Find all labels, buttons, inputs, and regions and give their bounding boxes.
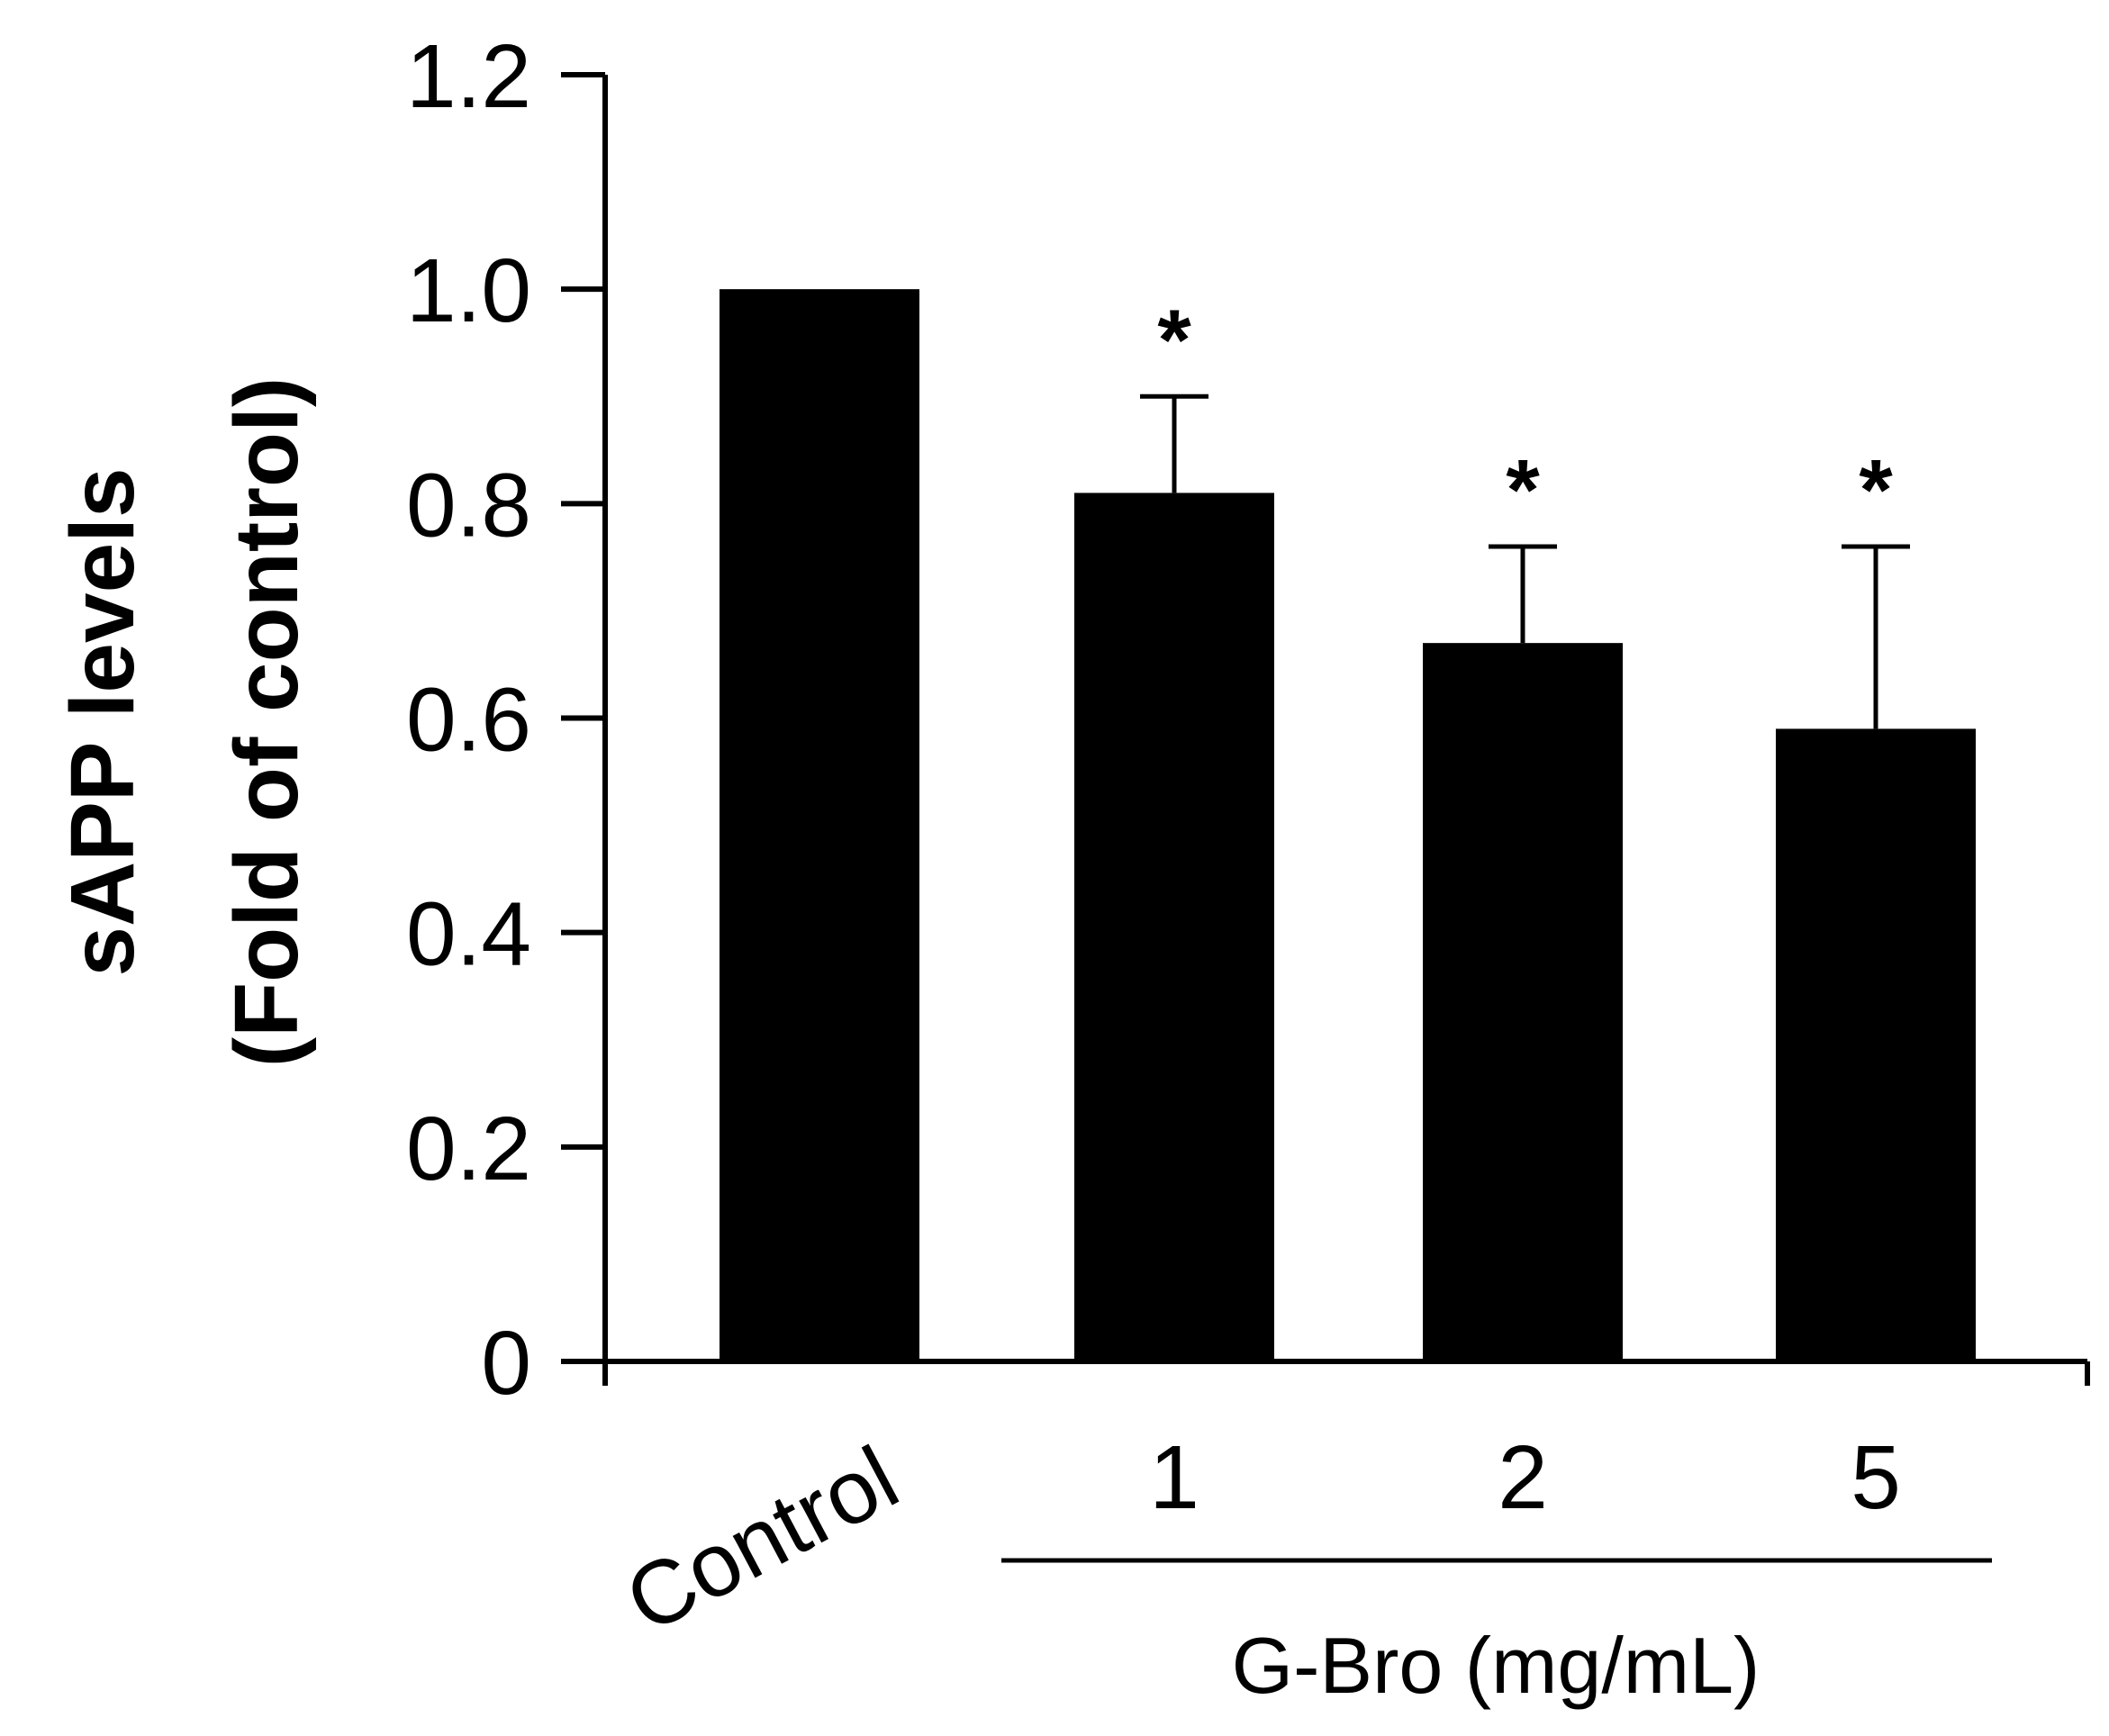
error-bars (1140, 393, 1910, 729)
y-tick-label: 1.0 (406, 240, 531, 341)
significance-marks: * * * (1157, 292, 1893, 538)
y-axis-label-line2: (Fold of control) (216, 377, 317, 1067)
y-tick-label: 1.2 (406, 26, 531, 127)
x-tick-label-control: Control (610, 1427, 913, 1652)
y-tick-label: 0.6 (406, 670, 531, 771)
x-tick-label: 1 (1149, 1427, 1199, 1528)
x-tick-label: 5 (1851, 1427, 1901, 1528)
group-label: G-Bro (mg/mL) (1232, 1621, 1761, 1710)
y-tick-label: 0 (481, 1313, 531, 1414)
y-tick-label: 0.8 (406, 455, 531, 556)
x-tick-label: 2 (1498, 1427, 1548, 1528)
bar-control (720, 289, 919, 1362)
y-tick-label: 0.4 (406, 884, 531, 985)
x-tick-labels: Control 1 2 5 (610, 1427, 1900, 1652)
significance-asterisk: * (1506, 442, 1540, 538)
treatment-group: G-Bro (mg/mL) (1001, 1558, 1992, 1710)
y-ticks: 0 0.2 0.4 0.6 0.8 1.0 1.2 (406, 26, 605, 1414)
bar-2 (1423, 643, 1623, 1361)
significance-asterisk: * (1859, 442, 1893, 538)
bar-5 (1776, 728, 1976, 1361)
significance-asterisk: * (1157, 292, 1191, 388)
y-axis-title: sAPP levels (Fold of control) (52, 377, 317, 1067)
y-axis-label-line1: sAPP levels (52, 467, 153, 976)
bar-1 (1074, 493, 1274, 1361)
y-tick-label: 0.2 (406, 1099, 531, 1199)
bars (720, 289, 1976, 1362)
